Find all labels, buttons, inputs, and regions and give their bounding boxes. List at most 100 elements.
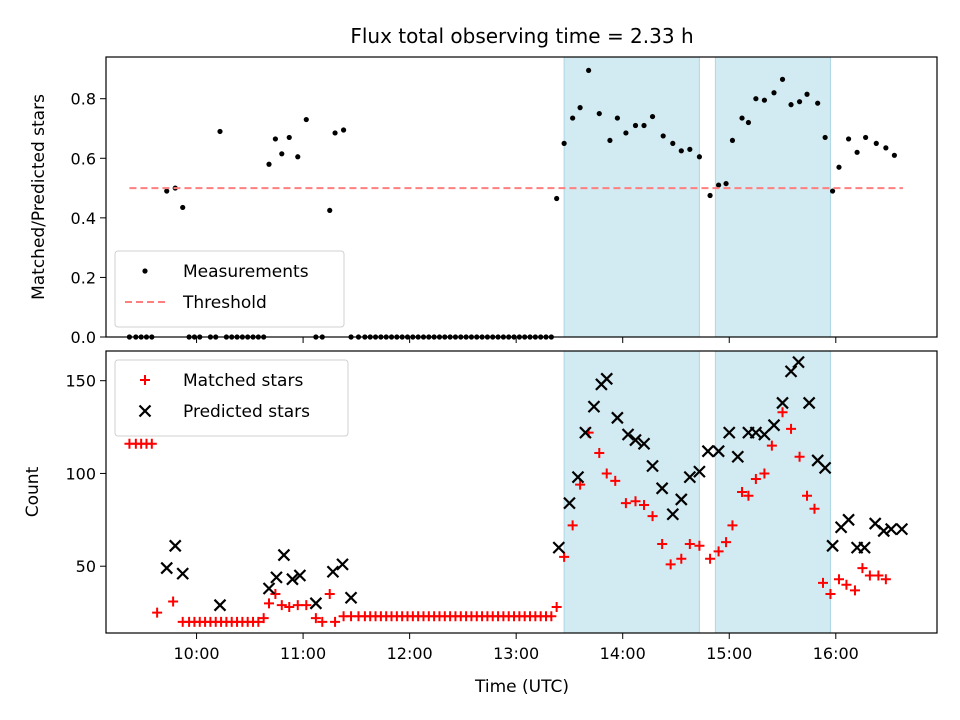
x-tick-label: 15:00 [706,644,752,663]
data-point [873,570,884,581]
data-point [712,444,725,458]
y-tick-label: 50 [76,557,96,576]
data-point [655,482,669,495]
data-point [292,600,303,611]
data-point [715,182,722,188]
data-point [796,99,803,105]
data-point [620,498,631,509]
series-predicted-stars [160,355,909,612]
data-point [804,91,810,97]
data-point [750,474,761,485]
data-point [825,589,836,600]
data-point [845,136,852,142]
data-point [217,128,223,135]
data-point [567,520,578,531]
data-point [786,423,797,434]
bottom-highlight-spans [563,350,831,634]
data-point [678,148,684,154]
data-point [833,574,844,585]
data-point [330,616,341,627]
y-tick-label: 0.2 [71,268,96,287]
data-point [776,396,789,410]
data-point [849,585,860,596]
data-point [771,90,777,96]
data-point [561,140,567,146]
data-point [687,146,693,152]
data-point [270,571,283,584]
data-point [858,541,871,554]
data-point [707,192,713,199]
data-point [863,134,869,141]
data-point [270,589,281,600]
data-point [286,134,292,141]
legend-label: Threshold [182,293,267,313]
data-point [822,134,828,141]
data-point [693,465,706,478]
series-measurements [126,67,897,340]
x-tick-label: 10:00 [174,644,220,663]
data-point [551,602,562,613]
data-point [873,140,879,146]
data-point [601,468,612,479]
highlight-span [714,56,831,338]
data-point [884,522,898,536]
data-point [168,596,179,607]
top-highlight-spans [563,56,831,338]
data-point [809,503,820,514]
top-axis-ticks: 0.0 0.2 0.4 0.6 0.8 [71,90,837,347]
data-point [630,496,641,507]
data-point [883,145,889,151]
data-point [629,433,642,447]
data-point [705,553,716,564]
data-point [623,130,629,136]
y-tick-label: 0.8 [71,90,96,109]
data-point [829,188,836,194]
highlight-span [563,56,700,338]
legend-label: Predicted stars [183,402,310,422]
data-point [614,115,620,121]
data-point [739,115,745,121]
data-point [779,76,786,82]
data-point [152,607,163,618]
highlight-span [563,350,700,634]
bottom-axis-ticks: 50 100 150 10:00 11:00 12:00 13:00 14:00 15:00 16… [65,372,858,663]
data-point [713,546,724,557]
data-point [818,577,829,588]
data-point [264,598,275,609]
data-point [818,461,832,475]
data-point [676,553,687,564]
data-point [767,418,781,432]
data-point [621,428,635,441]
y-tick-label: 0.0 [71,328,96,347]
data-point [826,539,839,553]
x-axis-label: Time (UTC) [474,677,569,697]
data-point [694,540,705,551]
data-point [611,411,624,425]
data-point [587,400,601,413]
data-point [854,149,860,155]
bottom-panel: 50 100 150 10:00 11:00 12:00 13:00 14:00 15:00 16… [23,350,938,697]
data-point [657,538,668,549]
data-point [723,180,729,187]
data-point [213,598,227,612]
data-point [761,97,768,103]
data-point [310,613,321,624]
data-point [607,137,613,144]
data-point [665,559,676,570]
data-point [727,520,738,531]
data-point [324,589,335,600]
data-point [696,154,703,160]
top-y-axis-label: Matched/Predicted stars [29,94,49,300]
data-point [639,499,650,510]
y-tick-label: 0.6 [71,149,96,168]
x-tick-label: 12:00 [387,644,433,663]
bottom-y-axis-label: Count [23,466,43,517]
data-point [877,524,891,538]
data-point [784,365,798,378]
y-tick-label: 100 [65,464,96,483]
data-point [649,113,656,120]
data-point [743,490,754,501]
data-point [594,448,605,459]
data-point [745,119,752,126]
